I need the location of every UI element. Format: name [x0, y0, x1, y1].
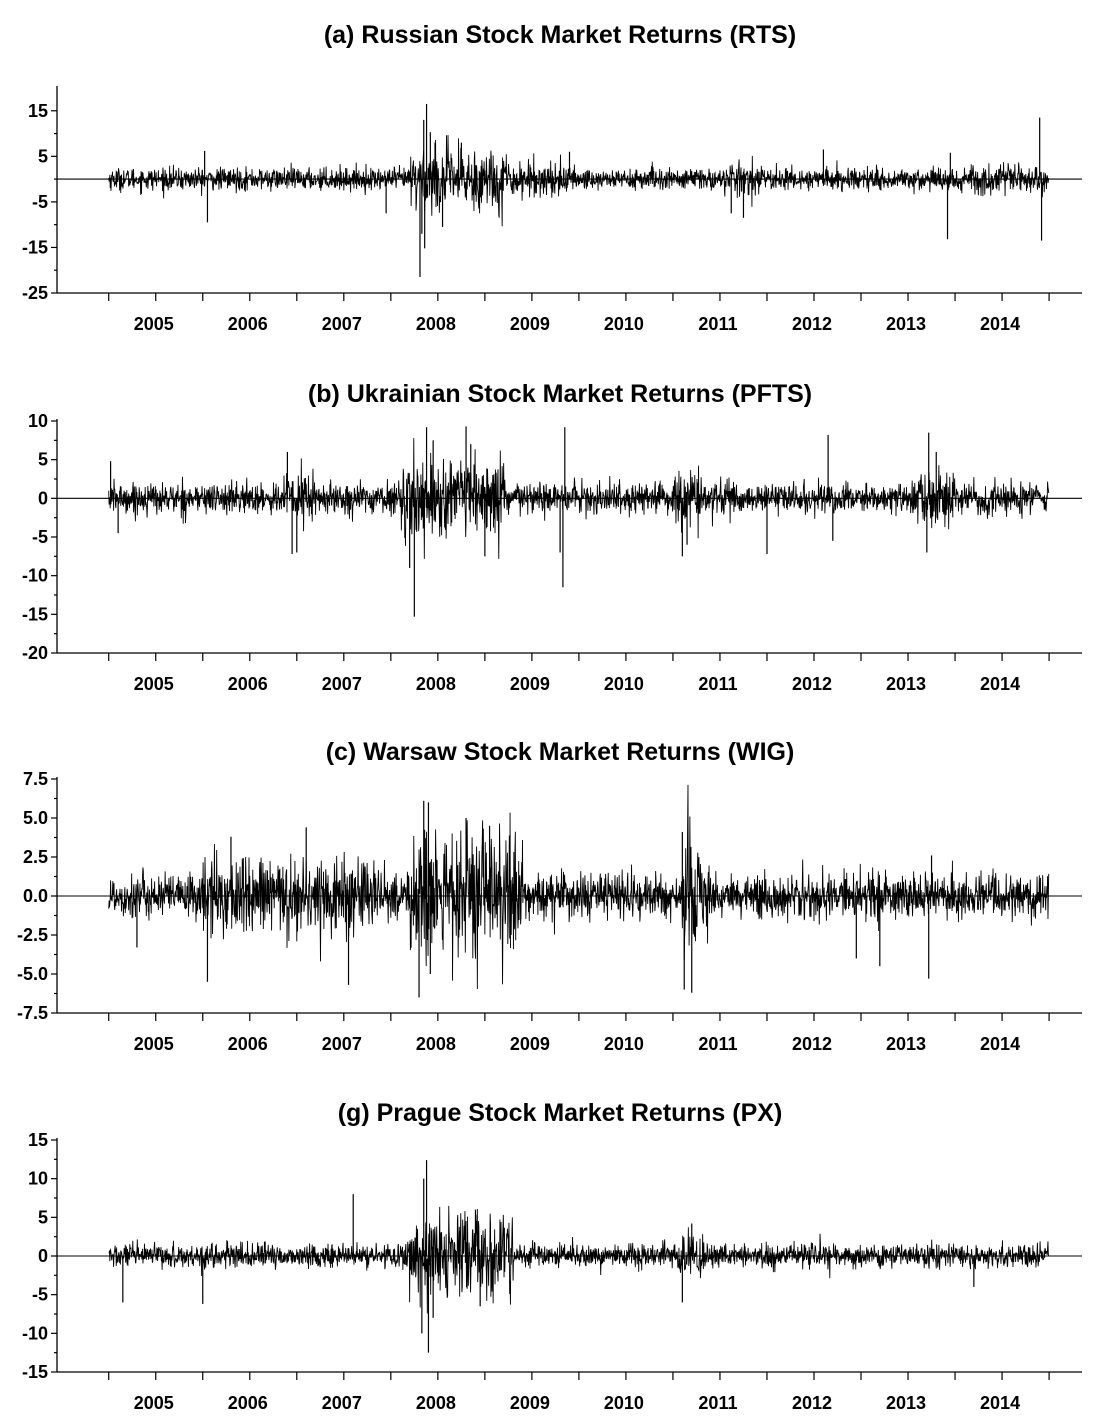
panel-title: (c) Warsaw Stock Market Returns (WIG) [326, 738, 795, 766]
returns-series [108, 1205, 1050, 1314]
x-tick-label: 2007 [322, 1034, 362, 1054]
y-tick-label: 15 [28, 1130, 48, 1150]
y-tick-label: 2.5 [23, 847, 48, 867]
panel-title: (b) Ukrainian Stock Market Returns (PFTS… [308, 380, 812, 408]
x-tick-label: 2007 [322, 1393, 362, 1413]
x-tick-label: 2014 [980, 674, 1020, 694]
y-tick-label: -5 [32, 527, 48, 547]
x-tick-label: 2007 [322, 674, 362, 694]
x-tick-label: 2008 [416, 314, 456, 334]
x-tick-label: 2013 [886, 314, 926, 334]
x-tick-label: 2009 [510, 674, 550, 694]
returns-series [108, 784, 1050, 990]
x-tick-label: 2010 [604, 1393, 644, 1413]
x-tick-label: 2013 [886, 1034, 926, 1054]
y-tick-label: 10 [28, 411, 48, 431]
y-tick-label: 7.5 [23, 769, 48, 789]
x-tick-label: 2013 [886, 674, 926, 694]
y-tick-label: 5 [38, 1207, 48, 1227]
x-tick-label: 2012 [792, 674, 832, 694]
x-tick-label: 2010 [604, 314, 644, 334]
x-tick-label: 2007 [322, 314, 362, 334]
y-tick-label: -2.5 [17, 925, 48, 945]
y-tick-label: -25 [22, 283, 48, 303]
x-tick-label: 2008 [416, 1393, 456, 1413]
x-tick-label: 2009 [510, 314, 550, 334]
panel-title: (g) Prague Stock Market Returns (PX) [338, 1099, 783, 1127]
x-tick-label: 2006 [228, 674, 268, 694]
x-tick-label: 2011 [698, 1393, 737, 1413]
x-tick-label: 2006 [228, 1393, 268, 1413]
x-tick-label: 2009 [510, 1034, 550, 1054]
y-tick-label: 5 [38, 146, 48, 166]
y-tick-label: -10 [22, 1323, 48, 1343]
y-tick-label: -5 [32, 192, 48, 212]
x-tick-label: 2008 [416, 674, 456, 694]
y-tick-label: -7.5 [17, 1003, 48, 1023]
y-tick-label: -15 [22, 604, 48, 624]
y-tick-label: 5.0 [23, 808, 48, 828]
y-tick-label: 5 [38, 450, 48, 470]
x-tick-label: 2008 [416, 1034, 456, 1054]
panel-1: (a) Russian Stock Market Returns (RTS) 15… [22, 21, 1082, 334]
returns-series [108, 438, 1050, 559]
returns-series [108, 135, 1050, 227]
x-tick-label: 2005 [134, 314, 174, 334]
x-tick-label: 2011 [698, 674, 737, 694]
y-tick-label: 0 [38, 1246, 48, 1266]
y-tick-label: -5.0 [17, 964, 48, 984]
y-tick-label: -15 [22, 1362, 48, 1382]
panel-title: (a) Russian Stock Market Returns (RTS) [324, 21, 796, 49]
x-tick-label: 2011 [698, 1034, 737, 1054]
y-tick-label: -15 [22, 237, 48, 257]
x-tick-label: 2012 [792, 1034, 832, 1054]
x-tick-label: 2009 [510, 1393, 550, 1413]
x-tick-label: 2005 [134, 1034, 174, 1054]
panel-2: (b) Ukrainian Stock Market Returns (PFTS… [22, 380, 1082, 694]
x-tick-label: 2014 [980, 314, 1020, 334]
y-tick-label: 0.0 [23, 886, 48, 906]
y-tick-label: -5 [32, 1285, 48, 1305]
x-tick-label: 2005 [134, 674, 174, 694]
x-tick-label: 2012 [792, 1393, 832, 1413]
x-tick-label: 2013 [886, 1393, 926, 1413]
x-tick-label: 2014 [980, 1393, 1020, 1413]
x-tick-label: 2006 [228, 314, 268, 334]
x-tick-label: 2010 [604, 674, 644, 694]
y-tick-label: 15 [28, 101, 48, 121]
x-tick-label: 2006 [228, 1034, 268, 1054]
y-tick-label: -20 [22, 643, 48, 663]
x-tick-label: 2005 [134, 1393, 174, 1413]
x-tick-label: 2012 [792, 314, 832, 334]
y-tick-label: -10 [22, 566, 48, 586]
panel-3: (c) Warsaw Stock Market Returns (WIG) 7.5… [17, 738, 1082, 1054]
x-tick-label: 2010 [604, 1034, 644, 1054]
y-tick-label: 0 [38, 488, 48, 508]
x-tick-label: 2014 [980, 1034, 1020, 1054]
x-tick-label: 2011 [698, 314, 737, 334]
panel-4: (g) Prague Stock Market Returns (PX) 15 10… [22, 1099, 1082, 1413]
y-tick-label: 10 [28, 1169, 48, 1189]
